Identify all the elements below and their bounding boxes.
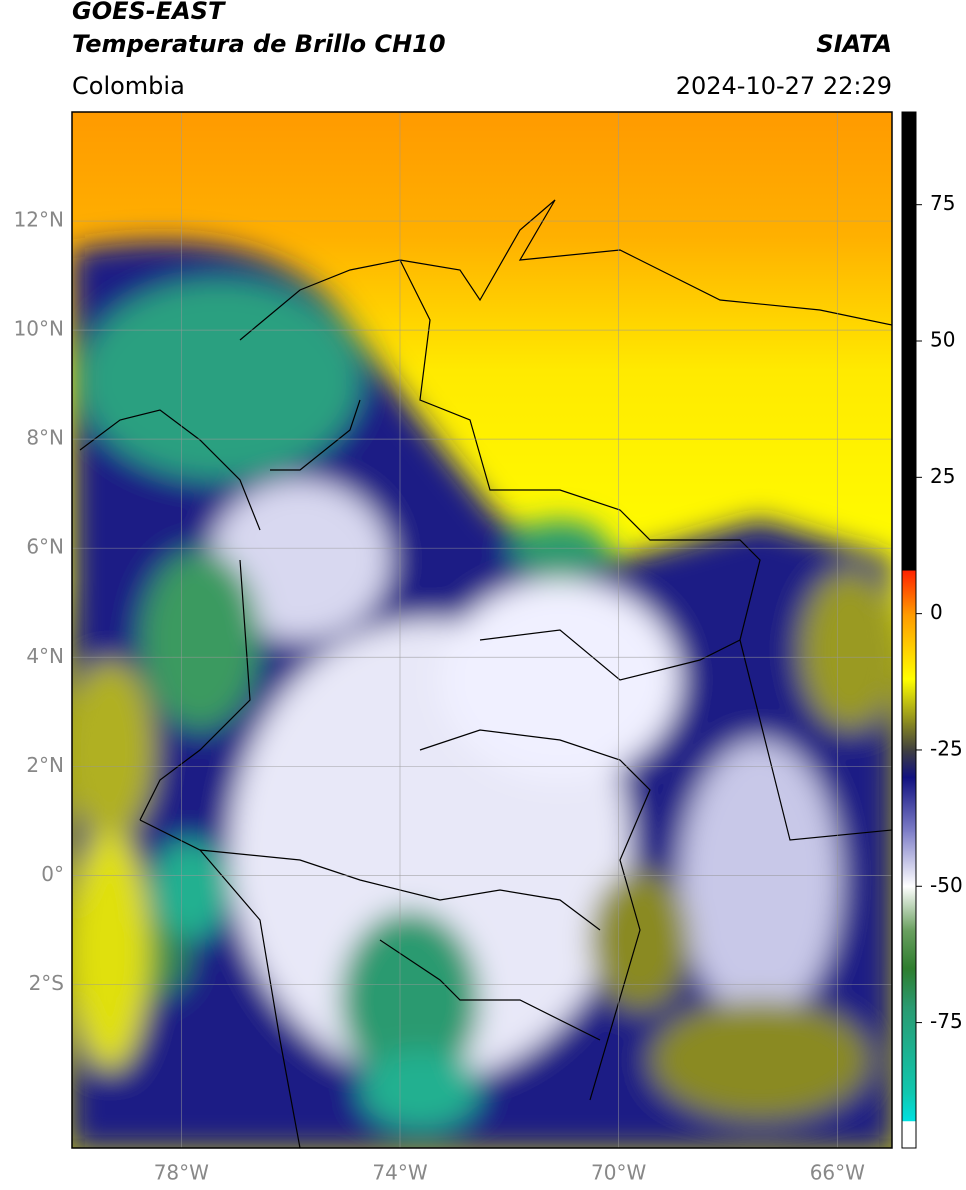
colorbar-segment	[902, 1006, 916, 1094]
y-tick-label: 10°N	[14, 317, 64, 341]
colorbar-segment	[902, 1093, 916, 1122]
colorbar-segment	[902, 613, 916, 680]
y-tick-label: 2°N	[26, 753, 64, 777]
y-tick-label: 0°	[41, 862, 64, 886]
x-tick-label: 78°W	[154, 1161, 209, 1185]
colorbar-segment	[902, 968, 916, 1007]
colorbar-segment	[902, 722, 916, 751]
x-tick-label: 74°W	[372, 1161, 427, 1185]
title: GOES-EAST	[72, 0, 226, 25]
source: SIATA	[816, 30, 892, 58]
datetime: 2024-10-27 22:29	[676, 72, 892, 100]
region: Colombia	[72, 72, 185, 100]
subtitle: Temperatura de Brillo CH10	[72, 30, 446, 58]
y-tick-label: 8°N	[26, 426, 64, 450]
colorbar-segment	[902, 679, 916, 724]
colorbar-segment	[902, 570, 916, 615]
colorbar-tick-label: 75	[930, 191, 955, 215]
colorbar-frame	[901, 111, 917, 1149]
satellite-image	[72, 112, 892, 1148]
y-tick-label: 4°N	[26, 644, 64, 668]
y-tick-label: 6°N	[26, 535, 64, 559]
colorbar-tick-label: -50	[930, 873, 963, 897]
colorbar-segment	[902, 831, 916, 887]
colorbar-segment	[902, 777, 916, 833]
x-tick-label: 70°W	[591, 1161, 646, 1185]
map-frame	[71, 111, 893, 1149]
y-tick-label: 12°N	[14, 208, 64, 232]
colorbar-segment	[902, 929, 916, 969]
colorbar-tick-label: -75	[930, 1009, 963, 1033]
colorbar-tick-label: 0	[930, 600, 943, 624]
colorbar-tick-label: -25	[930, 736, 963, 760]
colorbar-tick-label: 25	[930, 464, 955, 488]
x-tick-label: 66°W	[810, 1161, 865, 1185]
y-tick-label: 2°S	[29, 971, 64, 995]
colorbar-segment	[902, 112, 916, 571]
colorbar-segment	[902, 886, 916, 931]
colorbar-tick-label: 50	[930, 328, 955, 352]
colorbar-segment	[902, 749, 916, 778]
colorbar-segment	[902, 1120, 916, 1149]
